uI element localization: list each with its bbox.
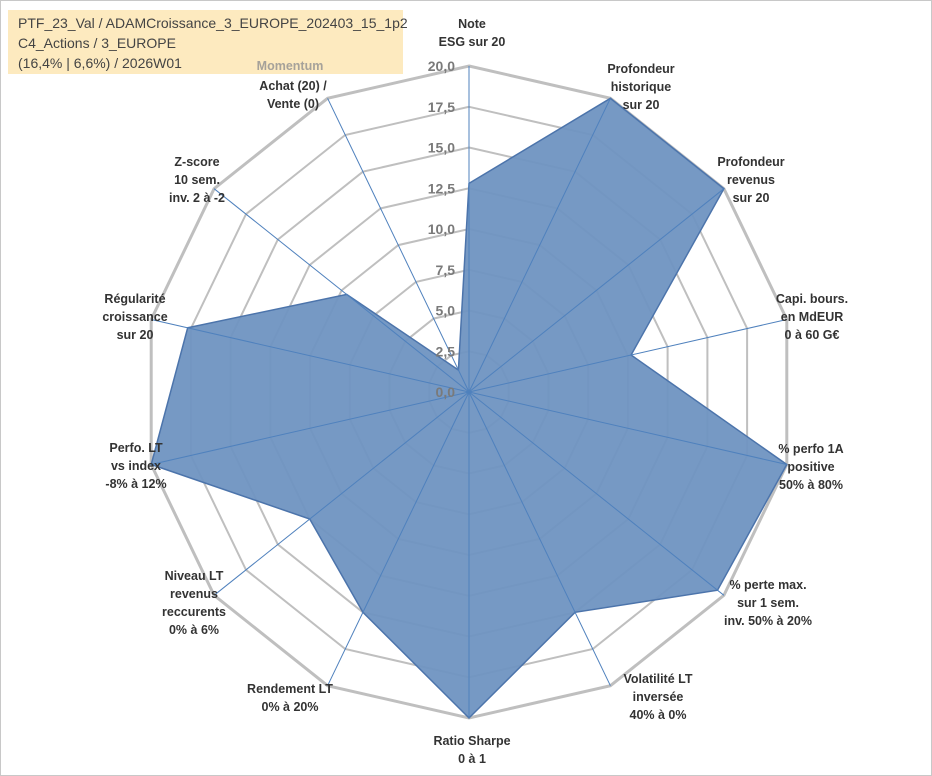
axis-label-10: Perfo. LT vs index -8% à 12% — [105, 441, 166, 491]
axis-label-line: 0 à 60 G€ — [785, 328, 840, 342]
axis-label-11: Régularité croissance sur 20 — [102, 292, 167, 342]
axis-label-line: ESG sur 20 — [439, 35, 506, 49]
axis-label-line: Vente (0) — [267, 97, 319, 111]
tick-label-2: 5,0 — [436, 303, 456, 319]
axis-label-line: sur 1 sem. — [737, 596, 799, 610]
axis-label-line: inversée — [633, 690, 684, 704]
axis-label-line: -8% à 12% — [105, 477, 166, 491]
axis-label-line: Niveau LT — [165, 569, 224, 583]
axis-label-line: 40% à 0% — [630, 708, 687, 722]
tick-label-6: 15,0 — [428, 140, 455, 156]
axis-label-line: revenus — [727, 173, 775, 187]
axis-label-line: % perfo 1A — [778, 442, 843, 456]
axis-label-layer: Note ESG sur 20 Profondeur historique sur 20… — [102, 17, 848, 766]
axis-label-0: Note ESG sur 20 — [439, 17, 506, 49]
axis-label-12: Z-score 10 sem. inv. 2 à -2 — [169, 155, 225, 205]
axis-label-line: Profondeur — [717, 155, 784, 169]
axis-label-line: positive — [787, 460, 834, 474]
header-line-1: PTF_23_Val / ADAMCroissance_3_EUROPE_202… — [18, 15, 408, 31]
axis-label-line: Z-score — [174, 155, 219, 169]
spoke-9 — [213, 391, 470, 596]
axis-label-line: 0% à 20% — [262, 700, 319, 714]
axis-label-line: Capi. bours. — [776, 292, 848, 306]
axis-label-line: inv. 50% à 20% — [724, 614, 812, 628]
spoke-13 — [327, 98, 470, 393]
axis-label-line: Volatilité LT — [624, 672, 693, 686]
axis-label-line: 10 sem. — [174, 173, 220, 187]
tick-label-5: 12,5 — [428, 180, 455, 196]
axis-label-line: Profondeur — [607, 62, 674, 76]
axis-label-line: sur 20 — [623, 98, 660, 112]
axis-label-line: 0 à 1 — [458, 752, 486, 766]
axis-label-line: sur 20 — [117, 328, 154, 342]
spoke-11 — [151, 319, 470, 393]
spoke-2 — [468, 188, 725, 393]
axis-label-line: revenus — [170, 587, 218, 601]
axis-label-line: Note — [458, 17, 486, 31]
spoke-1 — [468, 98, 611, 393]
tick-label-3: 7,5 — [436, 262, 456, 278]
axis-label-4: % perfo 1A positive 50% à 80% — [778, 442, 843, 492]
axis-label-line: Rendement LT — [247, 682, 333, 696]
axis-label-line: en MdEUR — [781, 310, 844, 324]
tick-label-4: 10,0 — [428, 221, 455, 237]
axis-label-line: Achat (20) / — [259, 79, 327, 93]
axis-label-line: 0% à 6% — [169, 623, 219, 637]
spoke-5 — [468, 391, 725, 596]
spoke-10 — [151, 391, 470, 465]
tick-label-7: 17,5 — [428, 99, 455, 115]
tick-label-0: 0,0 — [436, 384, 456, 400]
axis-label-8: Rendement LT 0% à 20% — [247, 682, 333, 714]
spoke-4 — [468, 391, 787, 465]
axis-label-line: Ratio Sharpe — [433, 734, 510, 748]
axis-label-line: historique — [611, 80, 671, 94]
axis-label-7: Ratio Sharpe 0 à 1 — [433, 734, 510, 766]
axis-label-9: Niveau LT revenus reccurents 0% à 6% — [162, 569, 226, 637]
axis-label-line: Régularité — [104, 292, 165, 306]
spoke-6 — [468, 391, 611, 686]
axis-label-line: % perte max. — [729, 578, 806, 592]
axis-label-line: Perfo. LT — [109, 441, 163, 455]
axis-label-line: sur 20 — [733, 191, 770, 205]
chart-header: PTF_23_Val / ADAMCroissance_3_EUROPE_202… — [8, 10, 408, 74]
axis-label-1: Profondeur historique sur 20 — [607, 62, 674, 112]
axis-label-line: inv. 2 à -2 — [169, 191, 225, 205]
header-line-2: C4_Actions / 3_EUROPE — [18, 35, 176, 51]
header-line-3: (16,4% | 6,6%) / 2026W01 — [18, 55, 182, 71]
momentum-label: Momentum — [256, 59, 324, 73]
axis-label-13: Achat (20) / Vente (0) — [259, 79, 327, 111]
spoke-3 — [468, 319, 787, 393]
axis-label-line: 50% à 80% — [779, 478, 843, 492]
spoke-12 — [213, 188, 470, 393]
axis-label-line: reccurents — [162, 605, 226, 619]
axis-label-2: Profondeur revenus sur 20 — [717, 155, 784, 205]
axis-label-line: croissance — [102, 310, 167, 324]
axis-label-5: % perte max. sur 1 sem. inv. 50% à 20% — [724, 578, 812, 628]
axis-label-line: vs index — [111, 459, 161, 473]
spoke-8 — [327, 391, 470, 686]
tick-label-layer: 0,0 2,5 5,0 7,5 10,0 12,5 15,0 17,5 20,0 — [428, 58, 455, 400]
tick-label-1: 2,5 — [436, 343, 456, 359]
spoke-layer — [151, 66, 787, 718]
tick-label-8: 20,0 — [428, 58, 455, 74]
axis-label-3: Capi. bours. en MdEUR 0 à 60 G€ — [776, 292, 848, 342]
axis-label-6: Volatilité LT inversée 40% à 0% — [624, 672, 693, 722]
